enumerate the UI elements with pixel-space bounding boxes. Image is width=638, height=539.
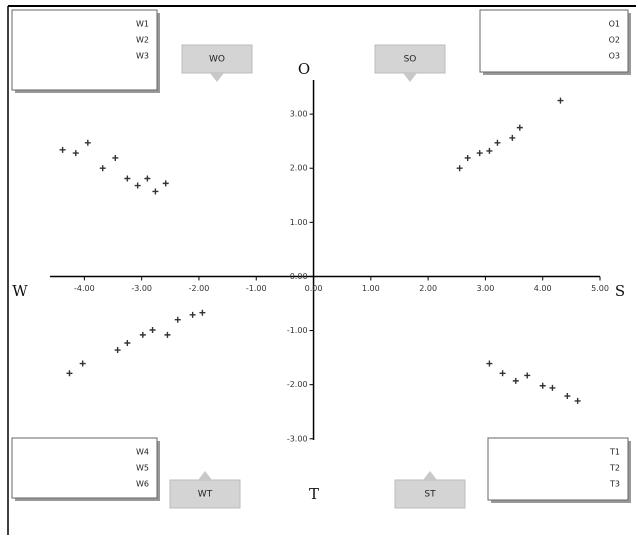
axis-letter-right: S <box>615 282 625 300</box>
note-box <box>11 9 158 91</box>
point <box>189 311 196 318</box>
y-tick-label: -2.00 <box>287 380 308 389</box>
x-tick-label: -4.00 <box>74 284 95 293</box>
axis-letter-bottom: T <box>309 485 319 503</box>
point <box>162 180 169 187</box>
y-tick-label: 0.00 <box>290 272 308 281</box>
point <box>164 331 171 338</box>
x-tick-label: 0.00 <box>305 284 323 293</box>
x-tick-label: -3.00 <box>131 284 152 293</box>
strategy-tab <box>374 44 446 74</box>
point <box>486 147 493 154</box>
point <box>152 188 159 195</box>
point <box>144 175 151 182</box>
y-tick-label: 3.00 <box>290 110 308 119</box>
point <box>509 134 516 141</box>
note-line: O2 <box>609 36 620 45</box>
point <box>494 139 501 146</box>
point <box>574 397 581 404</box>
tab-arrow <box>198 471 212 480</box>
note-line: O3 <box>609 52 620 61</box>
point <box>174 316 181 323</box>
axis-letter-left: W <box>12 282 28 300</box>
point <box>499 370 506 377</box>
note-box <box>487 437 629 501</box>
point <box>464 154 471 161</box>
point <box>524 372 531 379</box>
x-tick-label: -2.00 <box>189 284 210 293</box>
axis-letter-top: O <box>298 60 310 78</box>
y-tick-label: -1.00 <box>287 326 308 335</box>
point <box>59 146 66 153</box>
point <box>79 360 86 367</box>
strategy-tab <box>169 479 241 509</box>
y-tick-label: 2.00 <box>290 164 308 173</box>
tab-label: SO <box>404 55 417 65</box>
point <box>564 393 571 400</box>
point <box>512 377 519 384</box>
x-tick-label: 5.00 <box>591 284 609 293</box>
point <box>114 347 121 354</box>
note-line: O1 <box>609 20 620 29</box>
x-tick-label: 2.00 <box>419 284 437 293</box>
note-line: T1 <box>609 448 620 457</box>
note-line: T2 <box>609 464 620 473</box>
point <box>66 370 73 377</box>
note-box <box>479 9 629 73</box>
x-tick-label: 1.00 <box>362 284 380 293</box>
point <box>72 150 79 157</box>
note-line: W6 <box>136 480 149 489</box>
point <box>124 339 131 346</box>
point <box>476 150 483 157</box>
point <box>84 139 91 146</box>
note-line: W5 <box>136 464 149 473</box>
point <box>149 327 156 334</box>
note-line: W1 <box>136 20 149 29</box>
tab-label: ST <box>424 490 436 500</box>
tab-label: WO <box>209 55 225 65</box>
point <box>112 154 119 161</box>
note-line: W2 <box>136 36 149 45</box>
point <box>486 360 493 367</box>
point <box>557 97 564 104</box>
note-line: T3 <box>609 480 620 489</box>
point <box>456 165 463 172</box>
tab-arrow <box>403 73 417 82</box>
y-tick-label: 1.00 <box>290 218 308 227</box>
tab-arrow <box>423 471 437 480</box>
x-tick-label: -1.00 <box>246 284 267 293</box>
point <box>134 182 141 189</box>
x-tick-label: 4.00 <box>534 284 552 293</box>
point <box>516 124 523 131</box>
note-box <box>11 437 158 499</box>
note-line: W4 <box>136 448 149 457</box>
point <box>99 165 106 172</box>
point <box>539 382 546 389</box>
x-tick-label: 3.00 <box>477 284 495 293</box>
tab-label: WT <box>198 490 213 500</box>
point <box>549 384 556 391</box>
point <box>124 175 131 182</box>
y-tick-label: -3.00 <box>287 434 308 443</box>
strategy-tab <box>394 479 466 509</box>
point <box>199 309 206 316</box>
note-line: W3 <box>136 52 149 61</box>
point <box>139 331 146 338</box>
tab-arrow <box>210 73 224 82</box>
